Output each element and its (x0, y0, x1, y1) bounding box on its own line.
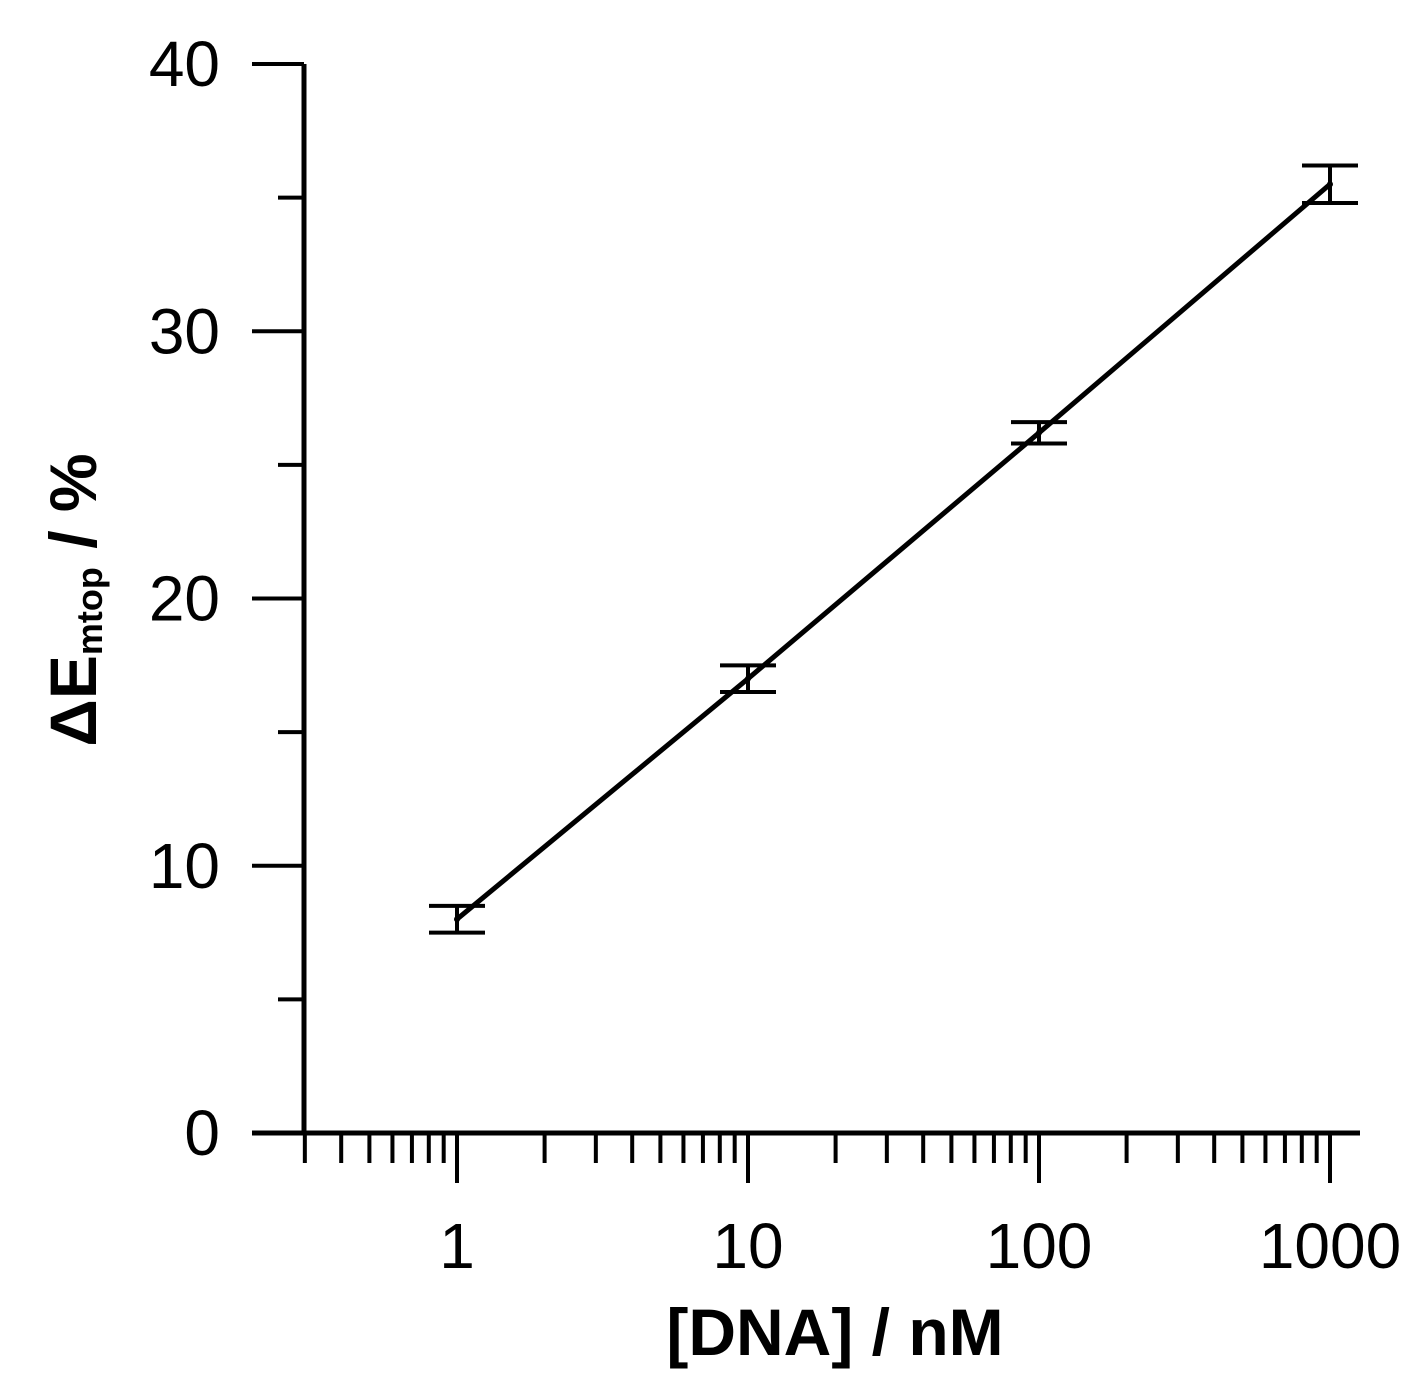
series-line (455, 182, 1332, 922)
x-tick-label: 1000 (1259, 1210, 1401, 1282)
y-tick-label: 40 (149, 28, 220, 100)
x-tick-label: 1 (439, 1210, 475, 1282)
y-tick-label: 0 (184, 1097, 220, 1169)
y-tick-label: 20 (149, 563, 220, 635)
error-bar (720, 663, 776, 695)
y-axis-title-suffix: / % (36, 453, 110, 567)
data-point (1327, 181, 1333, 188)
data-point (1036, 429, 1042, 436)
axes (252, 64, 1360, 1136)
error-bar (429, 903, 485, 935)
x-tick-label: 10 (712, 1210, 783, 1282)
data-point (454, 916, 460, 923)
y-axis-title-subscript: mtop (69, 567, 110, 655)
data-series (429, 163, 1358, 935)
ticks: 0 10 20 30 40 1 10 100 1000 (149, 28, 1401, 1282)
x-axis-title: [DNA] / nM (666, 1295, 1003, 1369)
y-tick-label: 10 (149, 830, 220, 902)
data-point (745, 675, 751, 682)
error-bar (1302, 163, 1358, 205)
y-axis-title: ΔEmtop / % (36, 453, 110, 746)
x-tick-label: 100 (986, 1210, 1093, 1282)
y-tick-label: 30 (149, 295, 220, 367)
error-bar (1011, 420, 1067, 446)
y-axis-title-main: ΔE (36, 655, 110, 746)
